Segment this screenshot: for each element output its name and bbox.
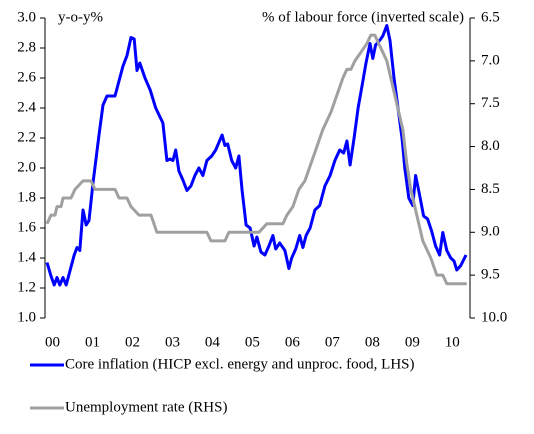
- y2-tick-label: 7.5: [481, 95, 500, 111]
- x-tick-label: 00: [45, 334, 60, 350]
- y2-tick-label: 7.0: [481, 52, 500, 68]
- x-tick-label: 08: [365, 334, 380, 350]
- y2-tick-label: 6.5: [481, 9, 500, 25]
- x-tick-label: 06: [285, 334, 301, 350]
- y-axis-label: y-o-y%: [58, 9, 103, 25]
- y-tick-label: 3.0: [17, 9, 36, 25]
- y2-axis-label: % of labour force (inverted scale): [262, 9, 464, 25]
- y-tick-label: 2.8: [17, 39, 36, 55]
- x-tick-label: 01: [85, 334, 100, 350]
- y2-tick-label: 9.0: [481, 224, 500, 240]
- y-tick-label: 1.8: [17, 189, 36, 205]
- y-tick-label: 2.6: [17, 69, 36, 85]
- y2-tick-label: 10.0: [481, 309, 507, 325]
- x-tick-label: 05: [245, 334, 260, 350]
- y-tick-label: 1.2: [17, 279, 36, 295]
- legend-label: Unemployment rate (RHS): [65, 399, 227, 415]
- y-tick-label: 2.2: [17, 129, 36, 145]
- y-tick-label: 2.4: [17, 99, 36, 115]
- y-tick-label: 1.6: [17, 219, 36, 235]
- legend-label: Core inflation (HICP excl. energy and un…: [65, 356, 415, 372]
- x-tick-label: 07: [325, 334, 341, 350]
- y-tick-label: 2.0: [17, 159, 36, 175]
- series-line: [45, 24, 468, 287]
- y-tick-label: 1.0: [17, 309, 36, 325]
- y2-tick-label: 9.5: [481, 267, 500, 283]
- y-tick-label: 1.4: [17, 249, 36, 265]
- y2-tick-label: 8.0: [481, 138, 500, 154]
- x-tick-label: 10: [445, 334, 460, 350]
- x-tick-label: 04: [205, 334, 221, 350]
- series-line: [45, 33, 467, 286]
- x-tick-label: 03: [165, 334, 180, 350]
- x-tick-label: 02: [125, 334, 140, 350]
- y2-tick-label: 8.5: [481, 181, 500, 197]
- x-tick-label: 09: [405, 334, 420, 350]
